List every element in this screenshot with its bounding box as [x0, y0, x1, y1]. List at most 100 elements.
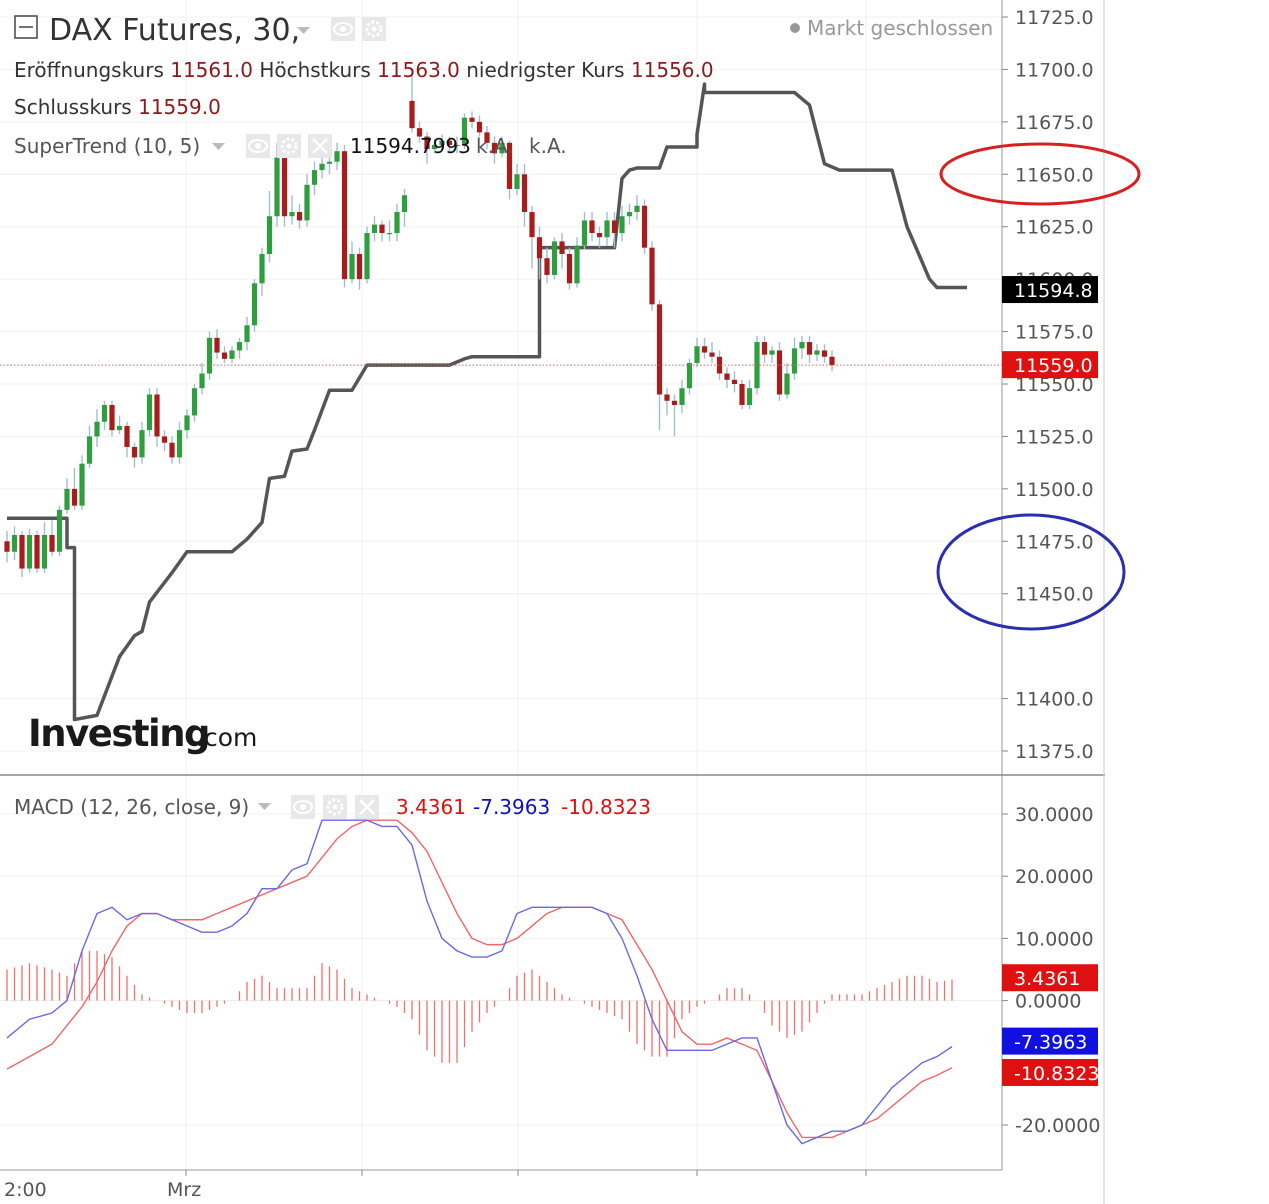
candle-down	[671, 400, 678, 405]
chevron-down-icon[interactable]	[212, 143, 225, 150]
status-dot-icon	[790, 23, 800, 33]
candle-down	[491, 142, 498, 154]
candle-down	[761, 342, 768, 355]
candle-up	[101, 404, 108, 422]
macd-histogram	[6, 950, 953, 1063]
gear-icon[interactable]	[362, 17, 386, 41]
candle-up	[686, 363, 693, 389]
price-tick-label: 11650.0	[1015, 164, 1094, 186]
candle-up	[266, 216, 273, 254]
supertrend-na-2: k.A.	[529, 134, 567, 158]
candle-down	[154, 394, 160, 437]
supertrend-label: SuperTrend (10, 5)	[14, 134, 200, 158]
candle-up	[626, 212, 633, 217]
macd-signal-tag: -10.8323	[1014, 1063, 1099, 1085]
macd-tick-label: 30.0000	[1015, 804, 1094, 826]
gear-icon[interactable]	[323, 795, 347, 819]
candle-up	[746, 388, 753, 405]
candle-down	[566, 253, 573, 284]
candle-down	[724, 373, 730, 380]
candle-up	[461, 117, 468, 145]
candle-down	[506, 142, 513, 189]
macd-hist-tag-bg	[1002, 964, 1098, 992]
low-value: 11556.0	[631, 58, 714, 82]
close-icon[interactable]	[308, 134, 332, 158]
investing-logo: Investing .com	[28, 712, 257, 755]
candle-down	[521, 174, 528, 213]
price-tick-label: 11525.0	[1015, 426, 1094, 448]
candle-up	[184, 415, 190, 431]
chevron-down-icon[interactable]	[297, 27, 310, 34]
axis-value-tags: 11594.8 11559.0 3.4361 -7.3963 -10.8323	[1002, 276, 1099, 1086]
candle-down	[529, 212, 535, 238]
logo-main: Investing	[28, 712, 209, 755]
candle-up	[244, 325, 250, 343]
candle-up	[514, 174, 520, 189]
candle-up	[364, 233, 370, 280]
open-label: Eröffnungskurs	[14, 58, 164, 82]
candle-down	[731, 379, 738, 384]
high-label: Höchstkurs	[259, 58, 371, 82]
macd-value: -7.3963	[473, 795, 550, 819]
price-tick-label: 11400.0	[1015, 689, 1094, 711]
ohlc-values: Eröffnungskurs 11561.0 Höchstkurs 11563.…	[14, 58, 714, 82]
candle-down	[34, 534, 40, 569]
eye-icon[interactable]	[331, 17, 355, 41]
macd-axis[interactable]: 30.0000 20.0000 10.0000 0.0000 -20.0000	[1002, 804, 1100, 1137]
candle-down	[161, 436, 168, 443]
candle-up	[619, 216, 625, 234]
candle-up	[146, 394, 153, 431]
candle-down	[709, 352, 715, 357]
macd-value-tag-bg	[1002, 1027, 1098, 1055]
close-icon[interactable]	[355, 795, 379, 819]
macd-tick-label: 10.0000	[1015, 928, 1094, 950]
candle-down	[409, 100, 415, 129]
supertrend-header: SuperTrend (10, 5) 11594.7993 k.A. k.A.	[14, 134, 567, 158]
candle-up	[499, 142, 505, 154]
eye-icon[interactable]	[291, 795, 315, 819]
last-price-tag-bg	[1002, 351, 1098, 379]
candle-down	[296, 212, 303, 221]
close-value: 11559.0	[138, 95, 221, 119]
candle-up	[386, 233, 393, 235]
candle-down	[649, 247, 655, 305]
candle-down	[169, 442, 175, 458]
candle-down	[664, 394, 670, 401]
eye-icon[interactable]	[246, 134, 270, 158]
candle-up	[86, 436, 93, 464]
candle-down	[379, 224, 385, 234]
macd-tick-label: 20.0000	[1015, 866, 1094, 888]
macd-header: MACD (12, 26, close, 9) 3.4361 -7.3963 -…	[14, 795, 651, 819]
supertrend-price-tag: 11594.8	[1014, 280, 1093, 302]
high-value: 11563.0	[377, 58, 460, 82]
macd-signal-value: -10.8323	[561, 795, 651, 819]
price-tick-label: 11475.0	[1015, 531, 1094, 553]
candle-down	[559, 241, 565, 254]
candle-down	[356, 253, 363, 280]
candle-up	[431, 144, 438, 150]
ohlc-row: Eröffnungskurs 11561.0 Höchstkurs 11563.…	[14, 58, 714, 119]
candle-down	[596, 233, 603, 238]
candle-up	[289, 212, 295, 217]
candle-down	[716, 356, 723, 374]
candle-up	[634, 205, 640, 213]
candle-down	[829, 356, 835, 366]
macd-value-tag: -7.3963	[1014, 1032, 1087, 1054]
candle-up	[401, 195, 408, 213]
candle-up	[334, 151, 340, 162]
gear-icon[interactable]	[277, 134, 301, 158]
price-tick-label: 11725.0	[1015, 7, 1094, 29]
open-value: 11561.0	[170, 58, 253, 82]
blue-annotation-ellipse	[936, 513, 1126, 631]
time-tick-label: 2:00	[4, 1179, 47, 1201]
candle-up	[694, 346, 700, 364]
candle-up	[229, 350, 235, 359]
time-axis[interactable]: 2:00 Mrz	[4, 1170, 867, 1201]
price-axis[interactable]: 11725.011700.011675.011650.011625.011600…	[1002, 7, 1094, 763]
candle-up	[251, 283, 258, 326]
candle-down	[124, 425, 130, 447]
candlestick-series	[4, 73, 835, 577]
candle-down	[109, 404, 115, 431]
chevron-down-icon[interactable]	[258, 803, 271, 810]
